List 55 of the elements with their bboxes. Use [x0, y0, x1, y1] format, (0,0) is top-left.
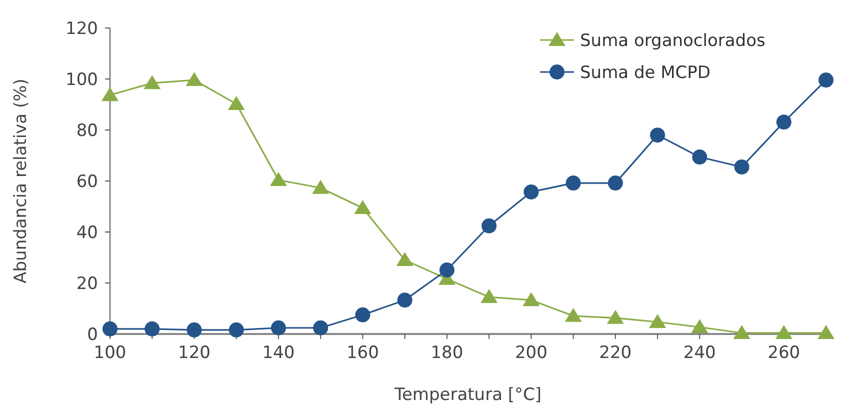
point: [102, 87, 118, 102]
y-tick-label: 60: [76, 172, 98, 192]
point: [608, 176, 623, 191]
point: [775, 324, 792, 339]
point: [818, 324, 834, 339]
point: [606, 310, 624, 324]
x-axis-title: Temperatura [°C]: [393, 385, 542, 405]
point: [270, 172, 287, 186]
point: [524, 184, 539, 200]
point: [692, 150, 708, 165]
point: [186, 72, 203, 86]
point: [144, 321, 160, 336]
point: [228, 96, 245, 110]
point: [482, 218, 497, 234]
point: [397, 292, 412, 308]
y-tick-label: 40: [76, 222, 98, 243]
y-tick-label: 0: [87, 324, 98, 345]
point: [313, 320, 328, 336]
point: [566, 176, 581, 191]
y-tick-label: 120: [66, 18, 98, 39]
point: [228, 322, 244, 338]
x-tick-label: 180: [430, 343, 464, 363]
point: [439, 262, 454, 278]
x-tick-label: 220: [599, 343, 632, 363]
point: [480, 289, 498, 304]
point: [733, 324, 750, 339]
point: [355, 307, 370, 322]
point: [691, 319, 708, 334]
x-tick-label: 240: [683, 343, 716, 363]
y-tick-label: 80: [76, 120, 98, 141]
x-tick-label: 260: [768, 343, 800, 363]
point: [144, 75, 161, 90]
x-tick-label: 140: [262, 343, 295, 363]
point: [734, 159, 750, 174]
point: [270, 320, 286, 336]
point: [186, 322, 202, 338]
point: [564, 308, 582, 322]
point: [396, 252, 414, 266]
point: [522, 292, 540, 306]
y-tick-label: 100: [66, 70, 98, 90]
point: [650, 128, 666, 143]
point: [649, 314, 666, 328]
y-tick-label: 20: [76, 274, 98, 294]
legend-label: Suma organoclorados: [580, 30, 766, 51]
point: [354, 200, 372, 214]
x-tick-label: 160: [346, 343, 379, 363]
x-tick-label: 100: [94, 343, 126, 363]
y-axis-title: Abundancia relativa (%): [11, 78, 31, 284]
point: [312, 180, 330, 194]
x-tick-label: 120: [178, 343, 210, 363]
legend-label: Suma de MCPD: [580, 62, 710, 83]
point: [102, 321, 118, 336]
point: [818, 72, 834, 88]
x-tick-label: 200: [514, 343, 548, 363]
point: [776, 114, 792, 130]
